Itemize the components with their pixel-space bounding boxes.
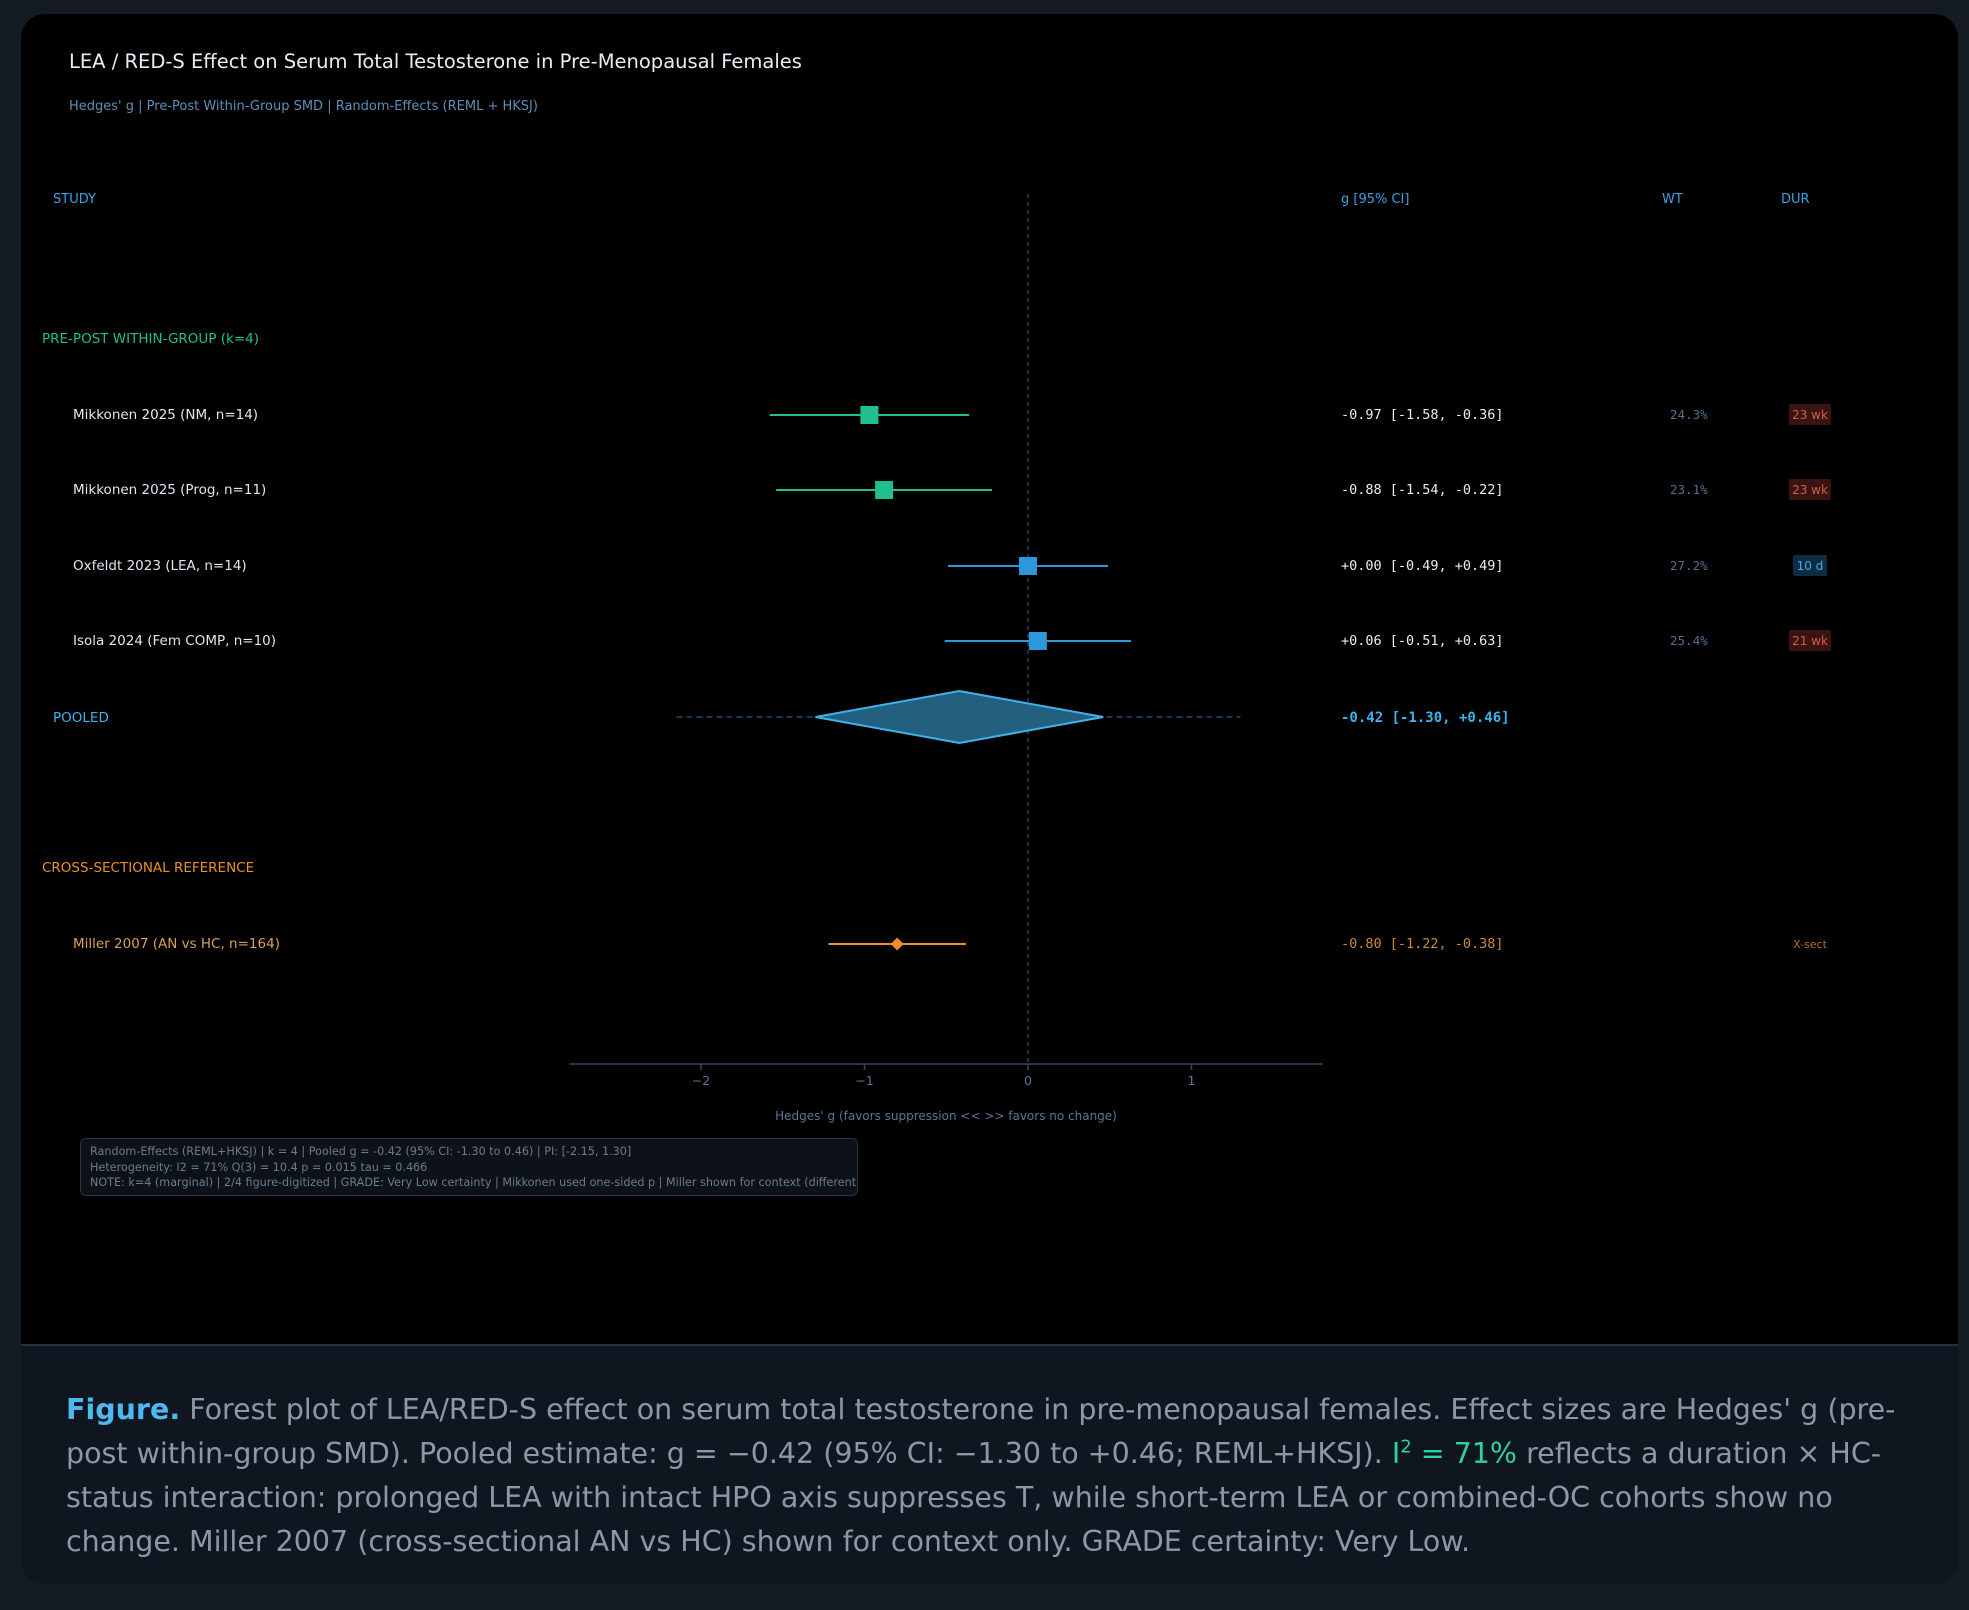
study-duration-badge <box>1789 404 1831 425</box>
caption-lead: Figure. <box>66 1393 181 1426</box>
x-axis-title: Hedges' g (favors suppression << >> favo… <box>775 1109 1117 1123</box>
pooled-label: POOLED <box>53 710 109 726</box>
pooled-diamond <box>815 689 1104 745</box>
x-tick-label: 1 <box>1188 1073 1196 1088</box>
column-header-weight: WT <box>1662 192 1683 207</box>
chart-title: LEA / RED-S Effect on Serum Total Testos… <box>69 50 802 73</box>
notes-line-caveats: NOTE: k=4 (marginal) | 2/4 figure-digiti… <box>90 1176 858 1189</box>
study-effect-text: -0.88 [-1.54, -0.22] <box>1341 482 1504 498</box>
group-label-cross-sectional: CROSS-SECTIONAL REFERENCE <box>42 860 254 876</box>
study-effect-text: -0.80 [-1.22, -0.38] <box>1341 936 1504 952</box>
study-effect-text: -0.97 [-1.58, -0.36] <box>1341 407 1504 423</box>
model-notes-box: Random-Effects (REML+HKSJ) | k = 4 | Poo… <box>80 1138 858 1196</box>
forest-plot: LEA / RED-S Effect on Serum Total Testos… <box>21 14 1958 1344</box>
study-label: Mikkonen 2025 (Prog, n=11) <box>73 482 266 498</box>
study-duration-label: X-sect <box>1793 938 1828 951</box>
study-point-marker <box>890 937 904 951</box>
x-tick-label: 0 <box>1024 1073 1032 1088</box>
study-effect-text: +0.00 [-0.49, +0.49] <box>1341 558 1504 574</box>
forest-plot-svg: LEA / RED-S Effect on Serum Total Testos… <box>42 50 1831 1123</box>
notes-line-model: Random-Effects (REML+HKSJ) | k = 4 | Poo… <box>90 1145 632 1158</box>
caption-panel: Figure. Forest plot of LEA/RED-S effect … <box>21 1344 1958 1584</box>
study-point-marker <box>860 406 879 424</box>
caption-i2-letter: I <box>1391 1437 1401 1470</box>
study-duration-label: 23 wk <box>1792 408 1828 422</box>
study-weight-text: 23.1% <box>1670 482 1708 497</box>
study-label: Oxfeldt 2023 (LEA, n=14) <box>73 558 247 574</box>
figure-caption: Figure. Forest plot of LEA/RED-S effect … <box>66 1388 1916 1564</box>
study-duration-badge <box>1789 479 1831 500</box>
study-duration-badge <box>1789 630 1831 651</box>
x-tick-label: −2 <box>692 1073 710 1088</box>
column-header-effect: g [95% CI] <box>1341 192 1409 207</box>
study-duration-label: 21 wk <box>1792 634 1828 648</box>
study-point-marker <box>1019 557 1037 575</box>
chart-subtitle: Hedges' g | Pre-Post Within-Group SMD | … <box>69 99 538 114</box>
caption-text-1: Forest plot of LEA/RED-S effect on serum… <box>66 1393 1896 1470</box>
study-duration-label: 10 d <box>1797 559 1824 573</box>
caption-text-2: reflects a duration × HC-status interact… <box>66 1437 1882 1558</box>
column-header-study: STUDY <box>53 192 96 207</box>
pooled-effect-text: -0.42 [-1.30, +0.46] <box>1341 710 1510 726</box>
study-label: Miller 2007 (AN vs HC, n=164) <box>73 936 280 952</box>
study-label: Isola 2024 (Fem COMP, n=10) <box>73 633 276 649</box>
caption-i2-highlight: I2 = 71% <box>1392 1437 1517 1470</box>
column-header-duration: DUR <box>1781 192 1810 207</box>
study-effect-text: +0.06 [-0.51, +0.63] <box>1341 633 1504 649</box>
study-point-marker <box>1028 632 1047 650</box>
study-weight-text: 24.3% <box>1670 407 1708 422</box>
study-weight-text: 27.2% <box>1670 558 1708 573</box>
caption-i2-sup: 2 <box>1400 1436 1412 1458</box>
study-duration-label: 23 wk <box>1792 483 1828 497</box>
x-tick-label: −1 <box>855 1073 873 1088</box>
caption-i2-value: = 71% <box>1411 1437 1518 1470</box>
group-label-prepost: PRE-POST WITHIN-GROUP (k=4) <box>42 331 259 347</box>
figure-card: LEA / RED-S Effect on Serum Total Testos… <box>21 14 1958 1584</box>
study-point-marker <box>875 481 894 499</box>
study-label: Mikkonen 2025 (NM, n=14) <box>73 407 258 423</box>
study-weight-text: 25.4% <box>1670 633 1708 648</box>
notes-line-heterogeneity: Heterogeneity: I2 = 71% Q(3) = 10.4 p = … <box>90 1160 428 1174</box>
study-duration-badge <box>1793 555 1827 576</box>
